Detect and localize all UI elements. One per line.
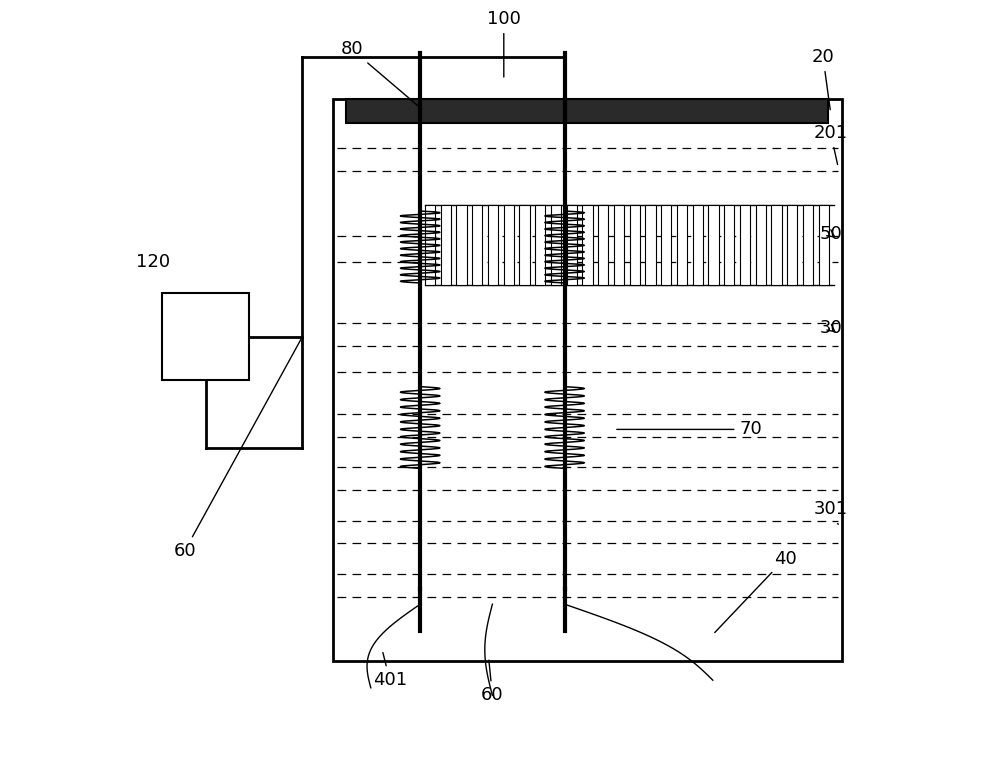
Bar [630,205,640,285]
Text: 301: 301 [814,500,848,524]
Bar [472,205,482,285]
Text: 401: 401 [373,653,407,689]
Bar [598,205,608,285]
Bar [535,205,545,285]
Bar [645,205,656,285]
Bar [162,293,249,380]
Text: 50: 50 [819,225,842,243]
Bar [771,205,782,285]
Text: 20: 20 [812,48,834,109]
Bar [333,99,842,661]
Bar [708,205,719,285]
Bar [756,205,766,285]
Bar [724,205,734,285]
Text: 70: 70 [617,420,762,439]
Text: 40: 40 [715,549,796,632]
Bar [425,205,435,285]
Text: 80: 80 [340,40,422,109]
Bar [504,205,514,285]
Text: 100: 100 [487,10,521,77]
Bar [346,99,828,123]
Bar [787,205,797,285]
Bar [693,205,703,285]
Bar [582,205,593,285]
Bar [740,205,750,285]
Bar [488,205,498,285]
Bar [456,205,467,285]
Text: 201: 201 [814,124,848,164]
Bar [551,205,561,285]
Bar [614,205,624,285]
Bar [677,205,687,285]
Bar [567,205,577,285]
Bar [819,205,829,285]
Bar [661,205,671,285]
Bar [441,205,451,285]
Text: 120: 120 [136,253,171,271]
Bar [519,205,530,285]
Text: 30: 30 [819,319,842,337]
Text: 60: 60 [173,339,301,560]
Bar [803,205,813,285]
Text: 60: 60 [481,660,504,705]
